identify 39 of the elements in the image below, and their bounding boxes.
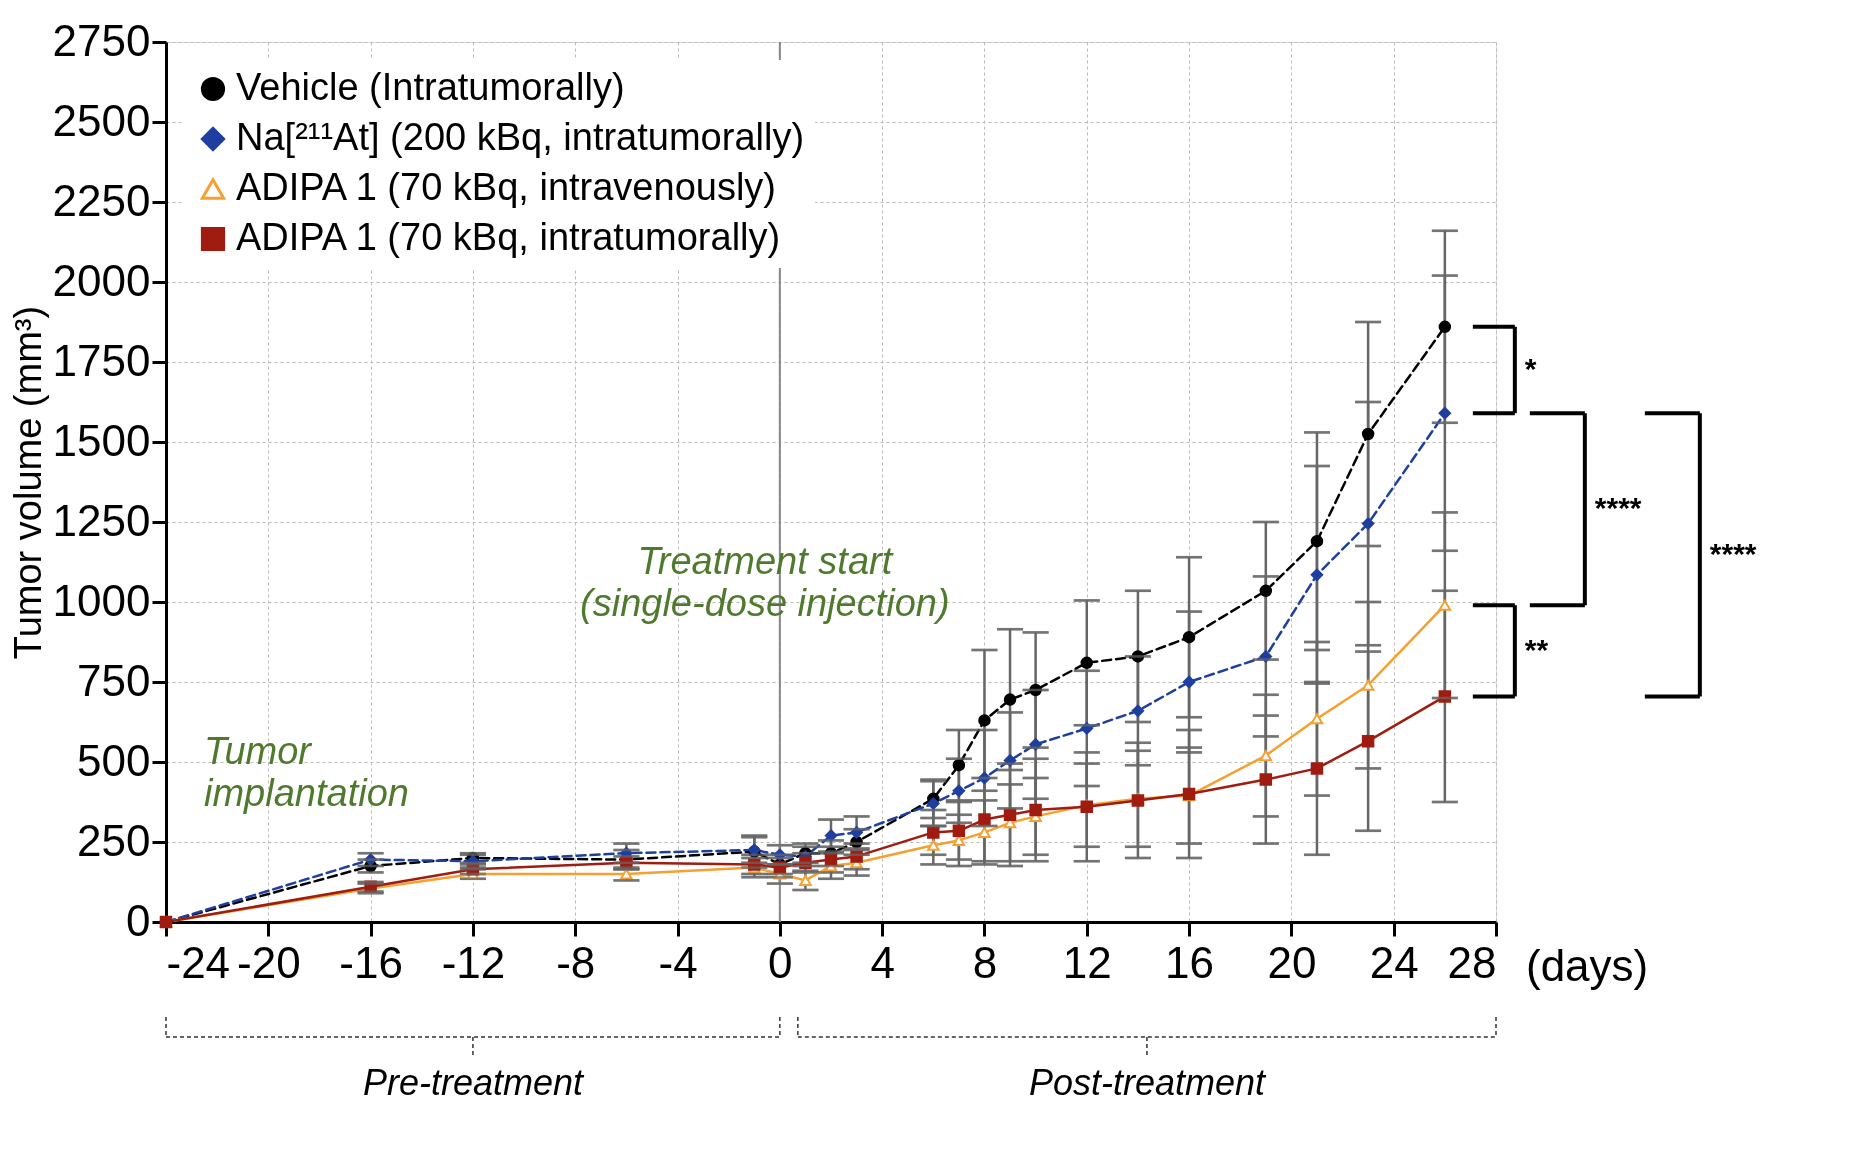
y-tick-label: 750: [77, 655, 151, 705]
x-axis-title: (days): [1526, 941, 1649, 990]
x-tick-label: -12: [441, 937, 506, 987]
x-tick-label: -8: [556, 937, 596, 987]
y-axis-title: Tumor volume (mm³): [6, 305, 49, 660]
x-tick-label: 12: [1062, 937, 1112, 987]
text: Pre-treatment: [362, 1062, 585, 1103]
text: ****: [1594, 491, 1642, 525]
y-tick-label: 0: [126, 895, 151, 945]
text: **: [1524, 632, 1549, 666]
y-tick-label: 1250: [52, 495, 151, 545]
x-tick-label: 16: [1165, 937, 1215, 987]
text: Post-treatment: [1028, 1062, 1267, 1103]
y-tick-label: 500: [77, 735, 151, 785]
legend-label: ADIPA 1 (70 kBq, intratumorally): [236, 216, 781, 258]
legend-label: Na[²¹¹At] (200 kBq, intratumorally): [236, 116, 805, 158]
x-tick-label: -24: [166, 937, 231, 987]
y-tick-label: 2250: [52, 175, 151, 225]
y-tick-label: 2750: [52, 15, 151, 65]
x-tick-label: 4: [870, 937, 895, 987]
annotation: Tumor implantation: [204, 730, 409, 814]
x-tick-label: 24: [1369, 937, 1419, 987]
y-tick-label: 2500: [52, 95, 151, 145]
x-tick-label: 20: [1267, 937, 1317, 987]
y-tick-label: 2000: [52, 255, 151, 305]
x-tick-label: 8: [972, 937, 998, 987]
x-tick-label: -16: [339, 937, 403, 987]
x-tick-label: 0: [768, 937, 793, 987]
y-tick-label: 250: [77, 815, 151, 865]
text: *: [1524, 352, 1537, 385]
x-tick-label: -20: [237, 937, 301, 987]
text: ****: [1709, 536, 1757, 570]
y-tick-label: 1000: [52, 575, 151, 625]
y-tick-label: 1500: [52, 415, 151, 465]
x-tick-label: -4: [658, 937, 698, 987]
legend-label: Vehicle (Intratumorally): [236, 66, 625, 108]
legend-label: ADIPA 1 (70 kBq, intravenously): [236, 166, 776, 208]
x-tick-label: 28: [1447, 937, 1497, 987]
y-tick-label: 1750: [52, 335, 151, 385]
